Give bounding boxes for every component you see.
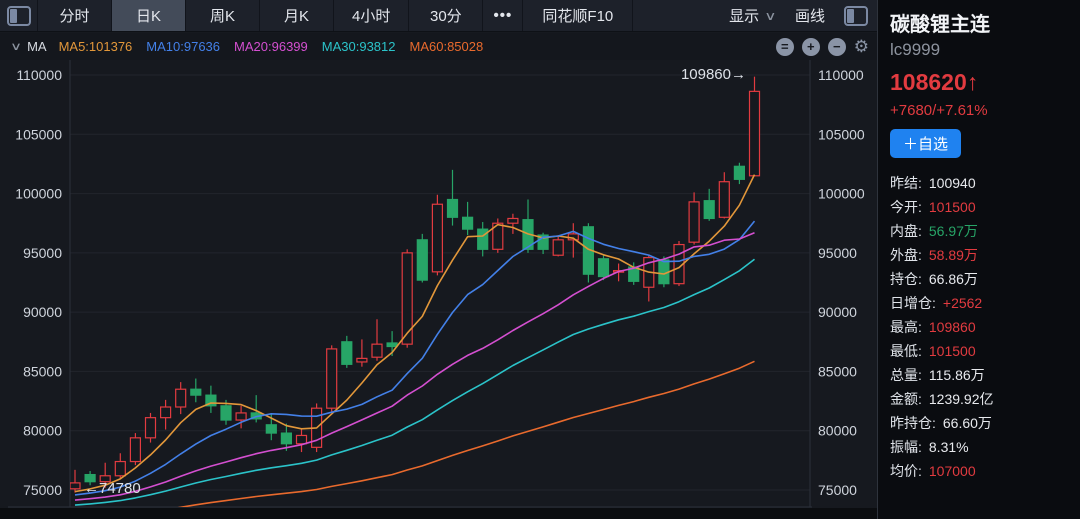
stat-label: 内盘: (890, 223, 922, 239)
display-menu-button[interactable]: 显示 ∨ (729, 8, 777, 25)
svg-text:80000: 80000 (23, 423, 62, 439)
high-price-annotation: 109860→ (680, 66, 746, 83)
stat-row-金额: 金额: 1239.92亿 (890, 387, 1080, 411)
svg-text:75000: 75000 (818, 482, 857, 498)
left-panel-toggle-button[interactable] (0, 0, 38, 31)
stat-label: 最低: (890, 343, 922, 359)
ma-legend-item: MA60:85028 (409, 39, 484, 54)
draw-line-button[interactable]: 画线 (794, 8, 825, 25)
chart-tools: = + − ⚙ (775, 33, 869, 60)
stat-label: 外盘: (890, 247, 922, 263)
svg-text:95000: 95000 (818, 245, 857, 261)
svg-text:110000: 110000 (818, 67, 864, 83)
ma-collapse-chevron-icon[interactable]: ∨ (9, 41, 23, 53)
kline-chart[interactable]: 110000 110000 105000 105000 100000 100000 9500… (0, 60, 877, 509)
chart-area: 分时 日K 周K 月K 4小时 30分 ••• 同花顺F10 显示 ∨ 画线 ∨ MA M… (0, 0, 877, 519)
stat-label: 总量: (890, 367, 922, 383)
tab-分时[interactable]: 分时 (38, 0, 112, 31)
ma-legend-item: MA10:97636 (146, 39, 221, 54)
stat-row-持仓: 持仓: 66.86万 (890, 267, 1080, 291)
stat-row-日增仓: 日增仓: +2562 (890, 291, 1080, 315)
svg-text:100000: 100000 (15, 186, 62, 202)
toolbar: 分时 日K 周K 月K 4小时 30分 ••• 同花顺F10 显示 ∨ 画线 (0, 0, 877, 32)
stat-label: 日增仓: (890, 295, 936, 311)
settings-gear-icon[interactable]: ⚙ (853, 37, 869, 56)
right-panel-toggle-icon (844, 5, 868, 26)
stat-value: 101500 (928, 343, 976, 359)
low-price-annotation: ←74780 (84, 480, 141, 497)
stat-label: 昨持仓: (890, 415, 936, 431)
stat-value: 56.97万 (928, 223, 978, 239)
stat-label: 均价: (890, 463, 922, 479)
svg-text:80000: 80000 (818, 423, 857, 439)
tab-30分[interactable]: 30分 (409, 0, 484, 31)
stat-value: 115.86万 (928, 367, 985, 383)
stat-row-最低: 最低: 101500 (890, 339, 1080, 363)
stat-value: 107000 (928, 463, 976, 479)
stats-list: 昨结: 100940 今开: 101500 内盘: 56.97万 外盘: 58.89万 持仓: 6… (890, 171, 1080, 483)
tab-月K[interactable]: 月K (260, 0, 334, 31)
stat-label: 最高: (890, 319, 922, 335)
ma-legend-item: MA5:101376 (58, 39, 133, 54)
ma-legend: MA5:101376 MA10:97636 MA20:96399 MA30:93812… (59, 39, 498, 54)
svg-text:85000: 85000 (818, 363, 857, 379)
ma-indicator-bar: ∨ MA MA5:101376 MA10:97636 MA20:96399 MA30:… (0, 33, 877, 60)
stat-row-最高: 最高: 109860 (890, 315, 1080, 339)
stat-row-今开: 今开: 101500 (890, 195, 1080, 219)
stat-row-昨结: 昨结: 100940 (890, 171, 1080, 195)
svg-text:100000: 100000 (818, 186, 865, 202)
instrument-title: 碳酸锂主连 (890, 14, 990, 36)
stat-value: 66.86万 (928, 271, 978, 287)
stat-value: 66.60万 (942, 415, 992, 431)
reset-zoom-button[interactable]: = (775, 37, 794, 56)
toolbar-spacer (633, 0, 719, 31)
ma-legend-item: MA20:96399 (234, 39, 308, 54)
stat-label: 昨结: (890, 175, 922, 191)
stat-value: +2562 (942, 295, 983, 311)
more-periods-button[interactable]: ••• (483, 0, 524, 31)
stat-label: 振幅: (890, 439, 922, 455)
stat-value: 1239.92亿 (928, 391, 994, 407)
stat-value: 58.89万 (928, 247, 978, 263)
svg-text:105000: 105000 (15, 126, 62, 142)
svg-text:105000: 105000 (818, 126, 865, 142)
tab-4小时[interactable]: 4小时 (334, 0, 410, 31)
tab-周K[interactable]: 周K (186, 0, 260, 31)
stat-row-振幅: 振幅: 8.31% (890, 435, 1080, 459)
stat-row-昨持仓: 昨持仓: 66.60万 (890, 411, 1080, 435)
tab-bar: 分时 日K 周K 月K 4小时 30分 (38, 0, 484, 31)
svg-text:90000: 90000 (818, 304, 857, 320)
ma-group-label[interactable]: MA (27, 39, 47, 54)
stat-value: 101500 (928, 199, 976, 215)
svg-text:75000: 75000 (23, 482, 62, 498)
left-panel-toggle-icon (6, 5, 31, 26)
tab-f10[interactable]: 同花顺F10 (523, 0, 634, 31)
last-price: 108620↑ (890, 69, 979, 95)
stat-value: 100940 (928, 175, 976, 191)
stat-row-外盘: 外盘: 58.89万 (890, 243, 1080, 267)
ma-legend-item: MA30:93812 (321, 39, 396, 54)
svg-text:95000: 95000 (23, 245, 62, 261)
tab-日K[interactable]: 日K (112, 0, 186, 31)
svg-text:110000: 110000 (16, 67, 62, 83)
stat-value: 109860 (928, 319, 976, 335)
zoom-out-button[interactable]: − (827, 37, 846, 56)
quote-panel: 碳酸锂主连 lc9999 108620↑ +7680/+7.61% ＋自选 昨结… (877, 0, 1080, 519)
stat-value: 8.31% (928, 439, 969, 455)
chevron-down-icon: ∨ (764, 8, 777, 23)
chart-bottom-margin (0, 508, 877, 519)
instrument-code: lc9999 (890, 40, 941, 59)
stat-label: 持仓: (890, 271, 922, 287)
stat-row-内盘: 内盘: 56.97万 (890, 219, 1080, 243)
price-change: +7680/+7.61% (890, 102, 988, 119)
stat-row-均价: 均价: 107000 (890, 459, 1080, 483)
right-panel-toggle-button[interactable] (835, 0, 877, 31)
zoom-in-button[interactable]: + (801, 37, 820, 56)
svg-text:85000: 85000 (23, 363, 62, 379)
stat-label: 今开: (890, 199, 922, 215)
add-watchlist-button[interactable]: ＋自选 (890, 129, 962, 158)
stat-row-总量: 总量: 115.86万 (890, 363, 1080, 387)
svg-text:90000: 90000 (23, 304, 62, 320)
stat-label: 金额: (890, 391, 922, 407)
